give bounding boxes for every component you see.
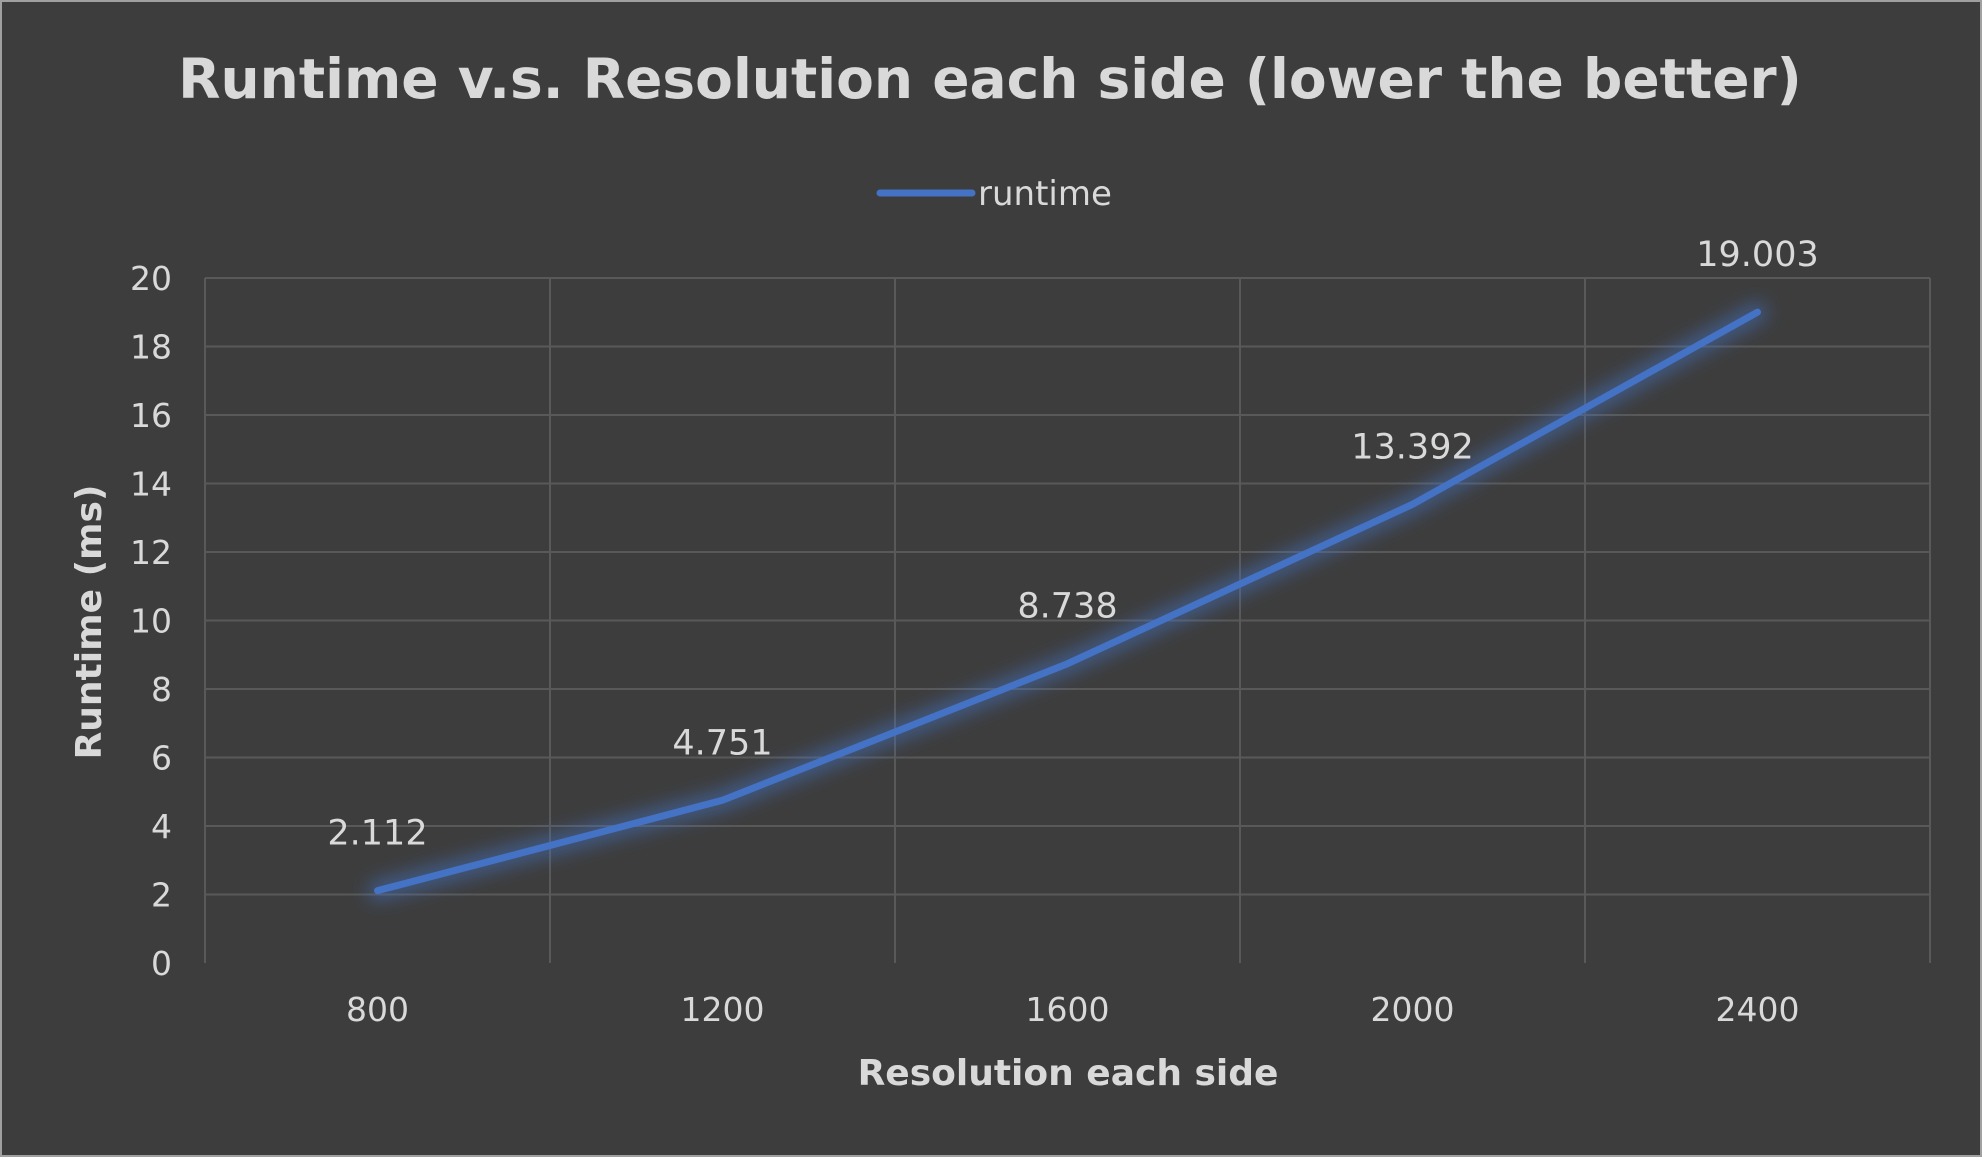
x-tick-label: 1200 <box>681 990 765 1029</box>
grid <box>204 277 1931 963</box>
data-label: 19.003 <box>1696 235 1818 275</box>
legend: runtime <box>876 174 1112 214</box>
x-axis-ticks: 800 1200 1600 2000 2400 <box>346 990 1799 1029</box>
x-tick-label: 2400 <box>1716 990 1800 1029</box>
y-tick-label: 16 <box>130 396 172 435</box>
data-label: 2.112 <box>327 814 427 854</box>
series-runtime <box>374 308 1761 895</box>
x-tick-label: 800 <box>346 990 409 1029</box>
y-tick-label: 14 <box>130 465 172 504</box>
y-tick-label: 10 <box>130 602 172 641</box>
y-tick-label: 18 <box>130 328 172 367</box>
y-tick-label: 12 <box>130 533 172 572</box>
series-line-runtime <box>374 308 1761 895</box>
y-tick-label: 6 <box>151 739 172 778</box>
x-tick-label: 1600 <box>1026 990 1110 1029</box>
x-axis-title: Resolution each side <box>858 1053 1279 1094</box>
data-label: 4.751 <box>672 723 772 763</box>
y-tick-label: 2 <box>151 876 172 915</box>
y-axis-ticks: 0 2 4 6 8 10 12 14 16 18 20 <box>130 259 172 983</box>
legend-label-runtime: runtime <box>978 174 1112 214</box>
y-tick-label: 8 <box>151 670 172 709</box>
y-tick-label: 4 <box>151 807 172 846</box>
y-tick-label: 20 <box>130 259 172 298</box>
y-tick-label: 0 <box>151 944 172 983</box>
y-axis-title: Runtime (ms) <box>69 485 110 760</box>
x-tick-label: 2000 <box>1371 990 1455 1029</box>
data-labels: 2.112 4.751 8.738 13.392 19.003 <box>327 235 1818 854</box>
data-label: 8.738 <box>1017 587 1117 627</box>
chart-title: Runtime v.s. Resolution each side (lower… <box>178 47 1802 111</box>
data-label: 13.392 <box>1351 427 1473 467</box>
